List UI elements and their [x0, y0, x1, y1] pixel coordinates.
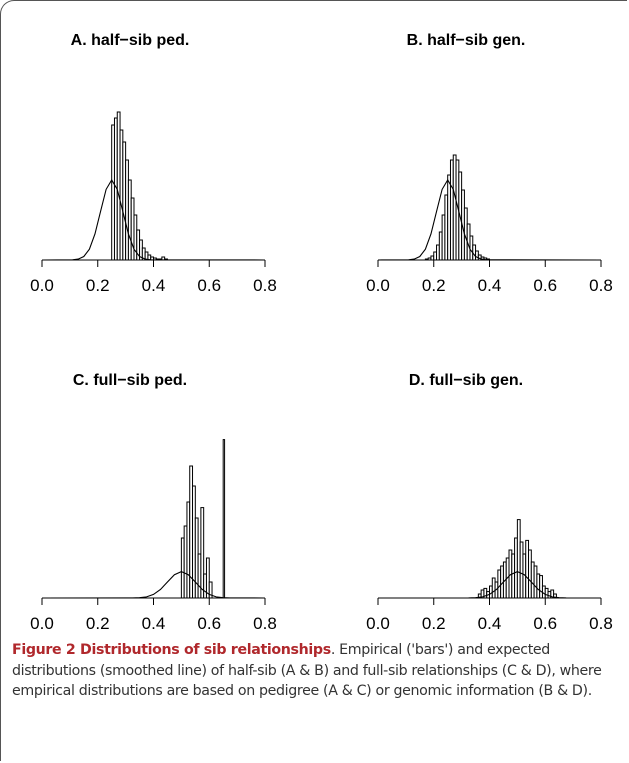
panel-title: D. full−sib gen. — [409, 372, 523, 389]
x-tick-label: 0.8 — [253, 614, 277, 633]
x-tick-label: 0.4 — [478, 614, 502, 633]
caption-label: Figure 2 Distributions of sib relationsh… — [12, 642, 331, 658]
bar — [222, 439, 226, 599]
x-tick-label: 0.4 — [142, 276, 166, 295]
x-tick-label: 0.8 — [589, 276, 613, 295]
x-tick-label: 0.0 — [366, 614, 390, 633]
x-tick-label: 0.8 — [253, 276, 277, 295]
x-tick-label: 0.6 — [533, 614, 557, 633]
caption: Figure 2 Distributions of sib relationsh… — [12, 640, 618, 702]
panel-title: B. half−sib gen. — [407, 32, 526, 49]
panel-title: A. half−sib ped. — [71, 32, 190, 49]
x-tick-label: 0.4 — [478, 276, 502, 295]
x-tick-label: 0.6 — [197, 276, 221, 295]
x-tick-label: 0.2 — [422, 614, 446, 633]
density-curve — [41, 570, 266, 599]
x-tick-label: 0.0 — [366, 276, 390, 295]
x-tick-label: 0.2 — [86, 276, 110, 295]
caption-text: . Empirical ('bars') and expected distri… — [12, 642, 602, 699]
x-tick-label: 0.2 — [422, 276, 446, 295]
panel-title: C. full−sib ped. — [73, 372, 187, 389]
x-tick-label: 0.6 — [533, 276, 557, 295]
x-tick-label: 0.8 — [589, 614, 613, 633]
density-curve — [377, 570, 602, 599]
density-curve — [41, 178, 266, 261]
x-tick-label: 0.4 — [142, 614, 166, 633]
x-tick-label: 0.6 — [197, 614, 221, 633]
x-tick-label: 0.2 — [86, 614, 110, 633]
x-tick-label: 0.0 — [30, 614, 54, 633]
x-tick-label: 0.0 — [30, 276, 54, 295]
density-curve — [377, 178, 602, 261]
